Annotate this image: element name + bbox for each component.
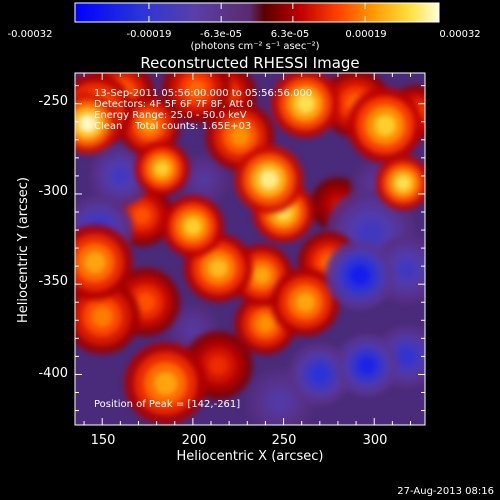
annotation-method-counts: Clean Total counts: 1.65E+03 [94,121,251,132]
heatmap-source [397,347,416,366]
heatmap-source [111,166,130,185]
heatmap-source [91,305,114,328]
heatmap-source [184,321,201,338]
heatmap-source [183,217,202,236]
plot-frame [74,72,426,426]
colorbar-tick-label: 0.00032 [439,29,480,40]
y-tick-label: -400 [38,366,68,381]
heatmap-source [395,175,412,192]
heatmap-source [186,79,207,100]
x-tick-label: 200 [182,433,207,448]
heatmap-source [230,126,250,147]
colorbar [74,2,440,23]
heatmap-source [78,114,97,133]
annotation-time-range: 13-Sep-2011 05:56:00.000 to 05:56:56.000 [94,88,312,99]
heatmap-source [140,116,159,135]
colorbar-tick-label: -0.00019 [127,29,172,40]
heatmap-source [259,169,280,190]
colorbar-tick-label: -0.00032 [8,29,53,40]
heatmap-source [252,266,271,285]
chart-title: Reconstructed RHESSI Image [140,54,359,72]
heatmap-source [269,391,290,412]
heatmap-source [133,206,152,225]
colorbar-unit-label: (photons cm⁻² s⁻¹ asec⁻²) [190,41,319,52]
peak-position-label: Position of Peak = [142,-261] [94,399,240,410]
x-tick-label: 250 [272,433,297,448]
x-axis-label: Heliocentric X (arcsec) [177,449,324,464]
y-tick-label: -250 [38,94,68,109]
heatmap-source [310,365,329,384]
y-tick-label: -350 [38,274,68,289]
axis-ticks [75,73,425,425]
heatmap-source [374,114,397,137]
heatmap-source [208,355,229,376]
heatmap-source [295,292,316,313]
heatmap-source [135,292,156,313]
x-tick-label: 300 [363,433,388,448]
heatmap-source [208,257,229,278]
heatmap-source [83,251,106,274]
annotation-detectors: Detectors: 4F 5F 6F 7F 8F, Att 0 [94,99,253,110]
heatmap-image [75,73,425,425]
heatmap-source [357,356,376,375]
heatmap-source [256,314,275,333]
heatmap-source [396,259,417,280]
heatmap-blobs [75,73,425,425]
colorbar-tick-label: 6.3e-05 [271,29,309,40]
heatmap-source [195,171,212,188]
y-axis-label: Heliocentric Y (arcsec) [16,177,31,323]
colorbar-tick-label: -6.3e-05 [200,29,242,40]
heatmap-source [295,93,316,114]
heatmap-source [153,371,178,396]
footer-timestamp: 27-Aug-2013 08:16 [397,486,494,497]
colorbar-tick-label: 0.00019 [345,29,386,40]
heatmap-source [154,160,171,177]
annotation-energy-range: Energy Range: 25.0 - 50.0 keV [94,110,247,121]
y-tick-label: -300 [38,184,68,199]
heatmap-source [349,265,370,286]
colorbar-ticks [74,3,440,22]
x-tick-label: 150 [91,433,116,448]
heatmap-source [357,220,384,247]
